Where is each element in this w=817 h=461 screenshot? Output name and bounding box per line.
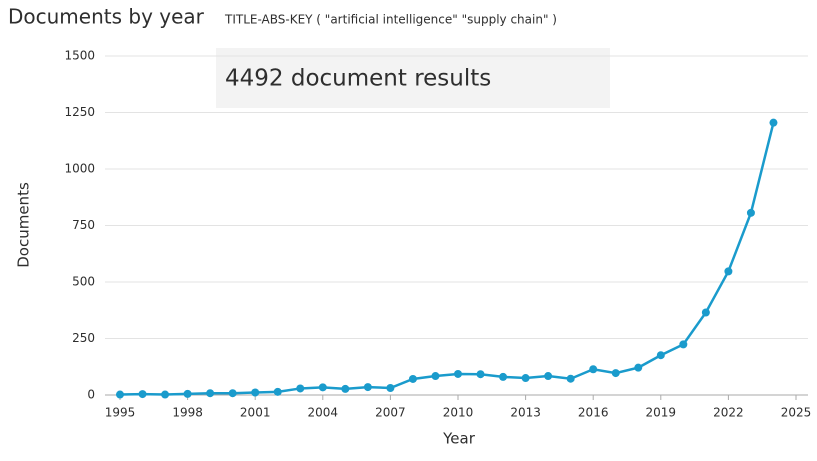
data-point	[138, 390, 147, 399]
y-tick-label: 1250	[64, 105, 95, 119]
data-point	[499, 372, 508, 381]
data-point	[589, 365, 598, 374]
x-tick-label: 2004	[308, 406, 339, 420]
x-tick-label: 2016	[578, 406, 609, 420]
data-point	[273, 387, 282, 396]
data-point	[566, 374, 575, 383]
data-point	[724, 267, 733, 276]
y-tick-label: 500	[72, 275, 95, 289]
data-point	[476, 370, 485, 379]
x-tick-label: 2007	[375, 406, 406, 420]
data-point	[296, 384, 305, 393]
results-box	[216, 48, 610, 108]
data-point	[634, 363, 643, 372]
data-point	[408, 374, 417, 383]
x-tick-label: 1995	[105, 406, 136, 420]
data-point	[431, 372, 440, 381]
data-point	[701, 308, 710, 317]
data-point	[363, 383, 372, 392]
x-tick-label: 1998	[172, 406, 203, 420]
y-tick-label: 250	[72, 331, 95, 345]
data-point	[183, 389, 192, 398]
x-tick-label: 2010	[443, 406, 474, 420]
data-point	[454, 369, 462, 378]
data-point	[544, 372, 553, 381]
x-tick-label: 2019	[646, 406, 677, 420]
data-point	[679, 340, 688, 349]
x-tick-label: 2022	[713, 406, 744, 420]
chart-title: Documents by year	[8, 5, 205, 29]
x-tick-label: 2001	[240, 406, 271, 420]
data-point	[386, 383, 395, 392]
data-point	[656, 351, 665, 360]
y-tick-label: 1000	[64, 162, 95, 176]
data-point	[769, 118, 778, 127]
data-point	[206, 389, 215, 398]
y-axis-label: Documents	[15, 182, 33, 268]
x-tick-label: 2025	[781, 406, 812, 420]
data-point	[521, 374, 530, 383]
data-point	[228, 389, 237, 398]
data-point	[116, 390, 124, 399]
data-point	[318, 383, 327, 392]
data-point	[251, 388, 260, 397]
data-point	[611, 369, 620, 378]
data-point	[746, 208, 755, 217]
data-line	[119, 122, 775, 396]
query: TITLE-ABS-KEY ( "artificial intelligence…	[224, 13, 557, 27]
data-point	[161, 390, 170, 399]
y-tick-label: 750	[72, 218, 95, 232]
y-tick-label: 1500	[64, 49, 95, 63]
x-tick-label: 2013	[510, 406, 541, 420]
x-axis-label: Year	[442, 430, 476, 448]
y-tick-label: 0	[87, 388, 95, 402]
data-point	[341, 384, 350, 393]
results-count: 4492 document results	[225, 66, 491, 92]
